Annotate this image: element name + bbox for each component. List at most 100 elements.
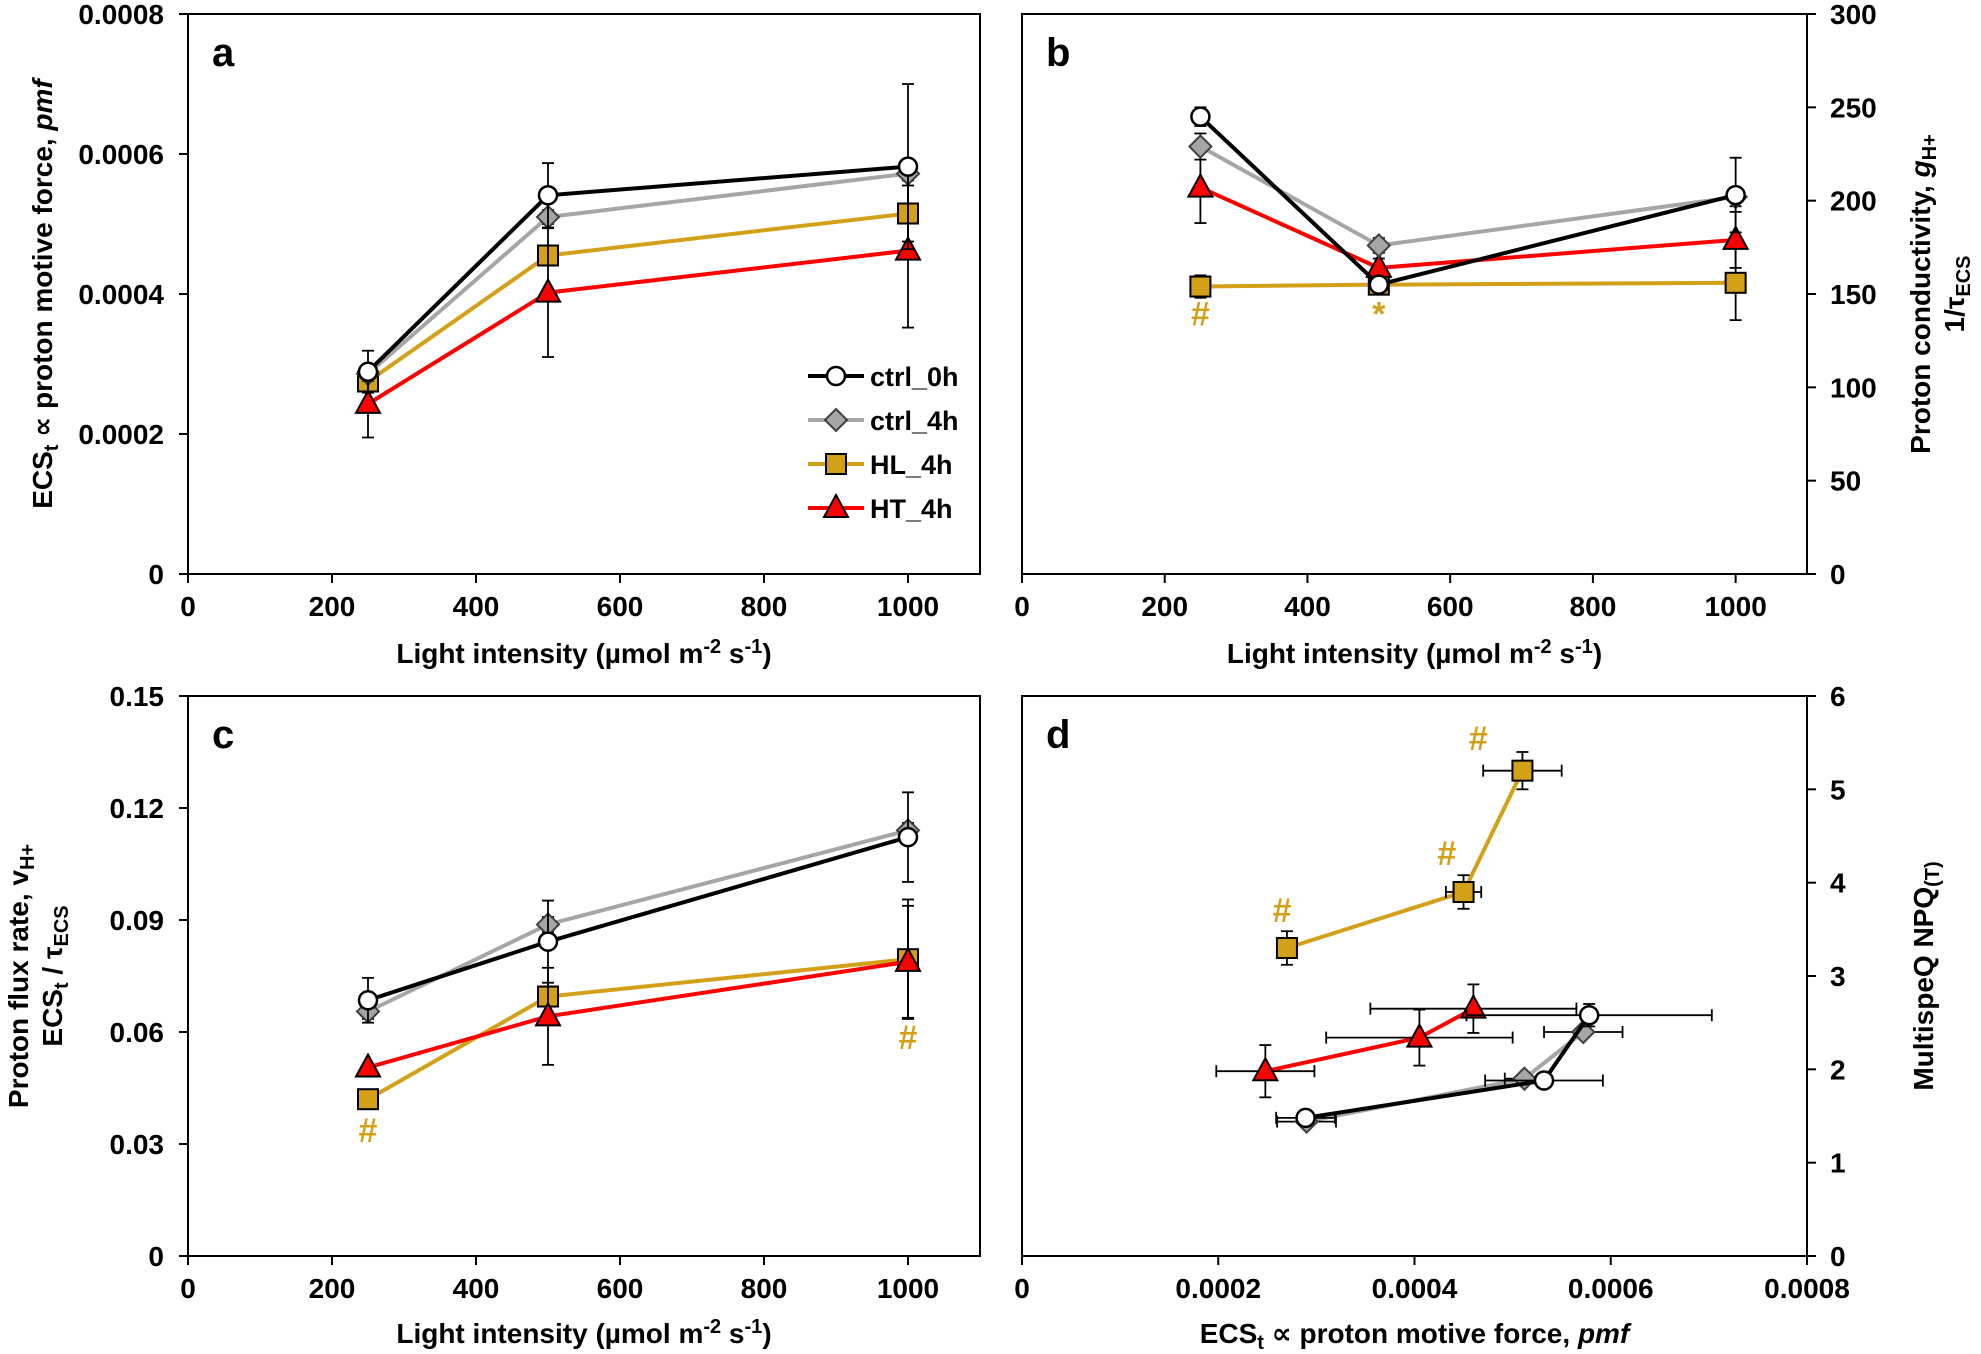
y-tick-label: 0.09 [110,905,165,936]
series-line [1305,1014,1591,1120]
panel-letter: c [212,713,234,757]
data-point-HL_4h [357,1088,379,1111]
y-tick-label: 2 [1830,1054,1846,1085]
label-part: 1/τ [1939,296,1970,332]
series-line [1199,185,1736,270]
x-tick-label: 0.0004 [1372,1273,1458,1304]
label-part: Light intensity (µmol m [1227,638,1534,669]
data-point-ctrl_0h [357,361,379,382]
panel-letter: d [1046,713,1070,757]
y-tick-label: 0 [1830,1241,1846,1272]
panel-b: 0 200 400 600 800 1000 0 50 100 150 200 250 300 b Ligh… [1014,0,1975,669]
legend-label: HL_4h [870,450,953,480]
series-line [367,957,909,1101]
series-line [1199,144,1736,248]
plot-frame [187,13,981,575]
series-ctrl_0h [1190,106,1746,295]
y-tick-label: 6 [1830,681,1846,712]
label-part: Light intensity (µmol m [396,1318,703,1349]
x-tick-label: 600 [1427,591,1474,622]
series-ctrl_4h [355,161,921,387]
x-tick-label: 0.0006 [1568,1273,1654,1304]
y-axis-label-line: Proton flux rate, vH+ [3,844,39,1108]
x-tick-label: 400 [453,1273,500,1304]
series-HL_4h [357,184,919,393]
data-point-HT_4h [894,946,922,972]
y-tick-label: 1 [1830,1148,1846,1179]
legend-marker [822,492,850,518]
label-part: -1 [1575,636,1593,658]
label-part: -2 [703,1316,721,1338]
data-point-HT_4h [1721,224,1750,250]
label-part: -2 [703,636,721,658]
label-part: (T) [1922,861,1944,887]
y-tick-label: 0 [148,559,164,590]
label-part: -1 [745,636,763,658]
label-part: s [721,638,744,669]
y-tick-label: 0.15 [110,681,165,712]
series-line [1264,1006,1475,1074]
series-HL_4h [1189,244,1747,322]
y-tick-label: 3 [1830,961,1846,992]
series-ctrl_0h [1275,1003,1713,1129]
label-part: ECS [27,451,58,509]
label-part: H+ [17,844,39,870]
label-part: g [1905,160,1936,178]
x-tick-label: 400 [453,591,500,622]
label-part: -2 [1534,636,1552,658]
x-tick-label: 1000 [877,591,939,622]
data-point-HL_4h [1275,937,1298,959]
x-tick-label: 1000 [877,1273,939,1304]
label-part: -1 [745,1316,763,1338]
label-part: ∝ proton motive force, [1264,1318,1578,1349]
y-axis-label: ECSt ∝ proton motive force, pmf [27,77,63,509]
data-point-HL_4h [1189,275,1212,298]
data-point-HL_4h [1452,881,1475,903]
label-part: t [51,982,73,989]
x-tick-label: 200 [309,591,356,622]
y-tick-label: 0.0006 [78,139,164,170]
x-tick-label: 0.0002 [1175,1273,1261,1304]
data-point-HL_4h [1724,271,1747,294]
data-point-ctrl_0h [1295,1107,1316,1129]
panel-letter: a [212,31,235,75]
data-point-HT_4h [534,277,562,303]
series-line [1286,769,1525,950]
series-line [367,828,909,1014]
legend-label: ctrl_4h [870,406,959,436]
series-line [1200,280,1736,289]
x-tick-label: 0 [180,591,196,622]
significance-mark: # [1437,835,1456,873]
x-tick-label: 400 [1284,591,1331,622]
y-tick-label: 0 [148,1241,164,1272]
data-point-ctrl_0h [1578,1004,1600,1026]
label-part: pmf [1577,1318,1632,1349]
legend: ctrl_0h ctrl_4h HL_4h HT_4h [808,362,959,524]
y-axis-label-line: 1/τECS [1939,256,1975,333]
x-axis-label: ECSt ∝ proton motive force, pmf [1200,1318,1632,1354]
panel-c: 0 200 400 600 800 1000 0 0.03 0.06 0.09 0.12 0.15 c L… [3,681,981,1349]
y-tick-label: 50 [1830,466,1861,497]
x-tick-label: 0 [1014,1273,1030,1304]
x-tick-label: 800 [741,1273,788,1304]
label-part: ) [762,1318,771,1349]
data-point-ctrl_0h [897,826,919,848]
data-point-ctrl_0h [1368,274,1390,295]
panel-letter: b [1046,31,1070,75]
label-part: / τ [37,946,68,982]
data-point-HT_4h [1405,1022,1434,1048]
y-tick-label: 150 [1830,279,1877,310]
series-ctrl_4h [1187,132,1749,258]
series-line [366,171,909,376]
data-point-ctrl_4h [1366,233,1392,258]
significance-mark: * [1372,296,1386,334]
data-point-ctrl_0h [1533,1070,1555,1091]
y-tick-label: 0 [1830,559,1846,590]
x-tick-label: 0.0008 [1764,1273,1850,1304]
label-part: Light intensity (µmol m [396,638,703,669]
x-axis-label: Light intensity (µmol m-2 s-1) [396,636,771,669]
y-tick-label: 200 [1830,186,1877,217]
y-tick-label: 0.0002 [78,419,164,450]
label-part: Proton flux rate, v [3,870,34,1108]
